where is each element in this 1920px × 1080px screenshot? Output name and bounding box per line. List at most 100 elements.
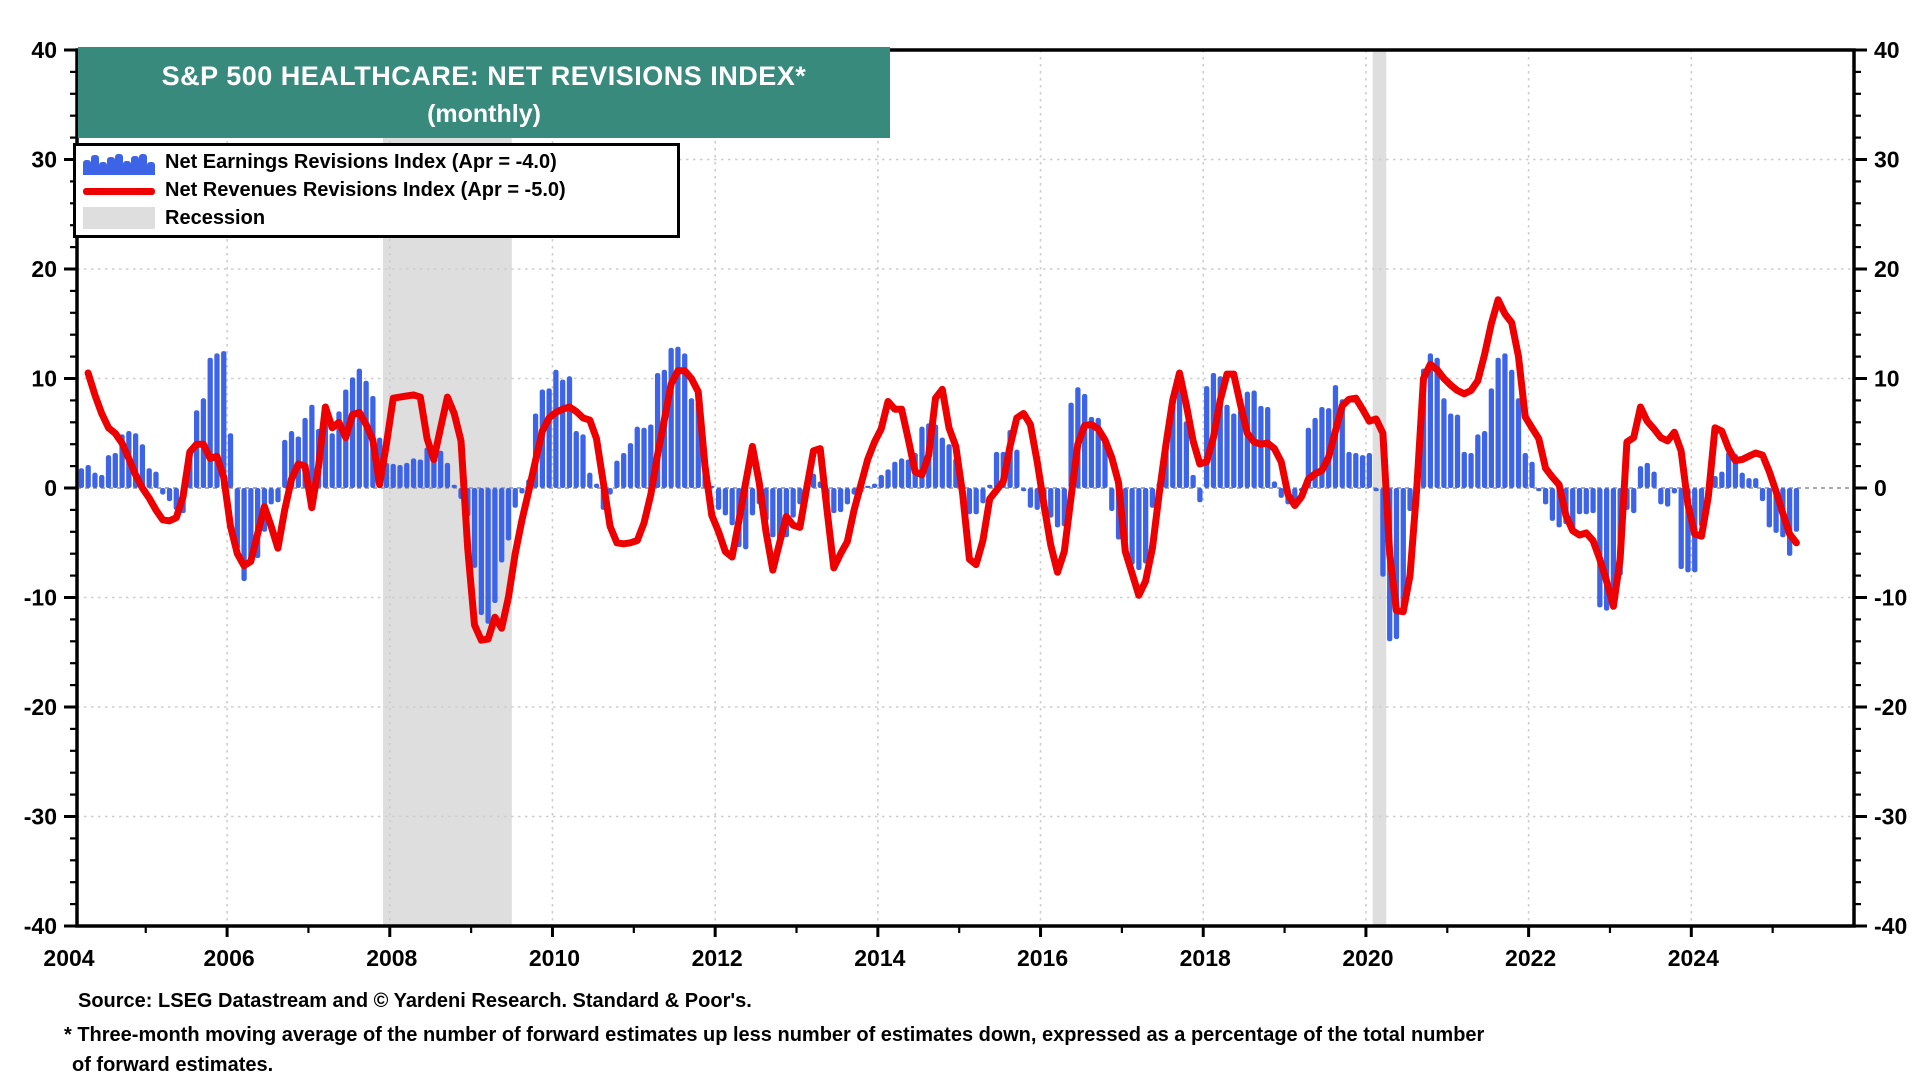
earnings-bar [112, 452, 118, 488]
earnings-bar [688, 398, 695, 488]
earnings-bar [309, 404, 315, 488]
earnings-bar [987, 484, 993, 488]
legend-label-earnings: Net Earnings Revisions Index (Apr = -4.0… [165, 151, 557, 174]
earnings-bar [627, 443, 634, 488]
earnings-bar [1475, 434, 1481, 488]
earnings-bar [560, 379, 566, 488]
earnings-bar [397, 465, 403, 488]
earnings-bar [1658, 488, 1664, 505]
earnings-bar [1651, 471, 1657, 488]
earnings-bar [1536, 488, 1542, 492]
earnings-bar [614, 460, 620, 488]
earnings-bar [1759, 488, 1766, 502]
earnings-bar [1231, 413, 1237, 488]
earnings-bar [424, 447, 430, 488]
legend-item-earnings: Net Earnings Revisions Index (Apr = -4.0… [83, 149, 677, 177]
y-axis-label-left: -40 [24, 913, 57, 939]
y-axis-label-right: 10 [1874, 366, 1900, 392]
earnings-bar [580, 434, 586, 488]
earnings-bar [770, 488, 776, 538]
earnings-bar [993, 451, 1000, 488]
earnings-bar [1224, 404, 1230, 488]
y-axis-label-right: 0 [1874, 475, 1887, 501]
y-axis-label-right: 20 [1874, 256, 1900, 282]
earnings-bar [668, 347, 674, 488]
earnings-bar [1366, 452, 1373, 488]
earnings-bar [207, 357, 213, 488]
legend-item-recession: Recession [83, 204, 677, 232]
earnings-bar [1190, 474, 1196, 488]
earnings-bar [573, 431, 579, 488]
x-axis-year-label: 2016 [1017, 945, 1068, 971]
legend-label-revenues: Net Revenues Revisions Index (Apr = -5.0… [165, 179, 566, 201]
earnings-bar [160, 488, 166, 495]
earnings-bar [1183, 421, 1189, 488]
earnings-bar [1373, 488, 1379, 492]
earnings-bar [844, 488, 851, 505]
x-axis-year-label: 2008 [366, 945, 417, 971]
y-axis-label-right: 40 [1874, 37, 1900, 63]
earnings-bar [485, 488, 491, 624]
earnings-bar [878, 474, 884, 488]
earnings-bar [166, 488, 173, 502]
earnings-bar [1644, 462, 1650, 488]
y-axis-label-left: -20 [24, 694, 57, 720]
earnings-bar [1664, 488, 1671, 507]
earnings-bar [1034, 488, 1040, 510]
earnings-bar [1021, 488, 1027, 492]
y-axis-label-left: 30 [31, 147, 57, 173]
earnings-bar [390, 463, 396, 488]
earnings-bar [1143, 488, 1149, 564]
earnings-bar [722, 488, 729, 516]
x-axis-year-label: 2004 [43, 945, 94, 971]
earnings-bar [1088, 416, 1095, 488]
y-axis-label-right: -20 [1874, 694, 1907, 720]
earnings-bar [546, 388, 552, 488]
earnings-bar [1054, 488, 1061, 528]
earnings-bar [78, 468, 85, 488]
earnings-bar [729, 488, 735, 526]
earnings-bar [1637, 466, 1644, 488]
x-axis-year-label: 2018 [1180, 945, 1231, 971]
earnings-bar [1509, 369, 1515, 488]
earnings-bar [1319, 406, 1325, 488]
earnings-bar [471, 488, 478, 568]
earnings-bar [1427, 353, 1434, 488]
x-axis-year-label: 2020 [1342, 945, 1393, 971]
earnings-bar [919, 426, 925, 488]
earnings-bar [1346, 451, 1352, 488]
chart-subtitle: (monthly) [427, 100, 541, 128]
earnings-bar [1448, 413, 1454, 488]
earnings-bar [1048, 488, 1054, 518]
earnings-bar [268, 488, 274, 505]
earnings-bar [329, 433, 335, 488]
earnings-bar [1014, 449, 1020, 488]
earnings-bar [146, 468, 152, 488]
y-axis-label-right: -10 [1874, 585, 1907, 611]
earnings-bar [99, 474, 105, 488]
earnings-bar [1719, 471, 1725, 488]
earnings-bar [675, 346, 681, 488]
x-axis-year-label: 2010 [529, 945, 580, 971]
earnings-bar [865, 485, 871, 488]
earnings-bar [1746, 478, 1752, 488]
earnings-bar [871, 483, 878, 488]
earnings-bar [1468, 452, 1474, 488]
earnings-bar [641, 427, 647, 488]
earnings-bar [519, 488, 525, 494]
earnings-bar [1393, 488, 1400, 640]
earnings-bar [587, 472, 593, 488]
earnings-bar [1597, 488, 1603, 608]
y-axis-label-left: 0 [44, 475, 57, 501]
earnings-bar [885, 469, 891, 488]
x-axis-year-label: 2024 [1668, 945, 1719, 971]
y-axis-label-left: -10 [24, 585, 57, 611]
earnings-bar [444, 462, 451, 488]
earnings-bar [682, 353, 688, 488]
revenues-line [84, 296, 1800, 644]
earnings-bar [1529, 461, 1535, 488]
earnings-bar [417, 459, 423, 488]
earnings-bar [980, 488, 986, 504]
earnings-bar [1678, 488, 1684, 570]
earnings-bar [593, 483, 600, 488]
